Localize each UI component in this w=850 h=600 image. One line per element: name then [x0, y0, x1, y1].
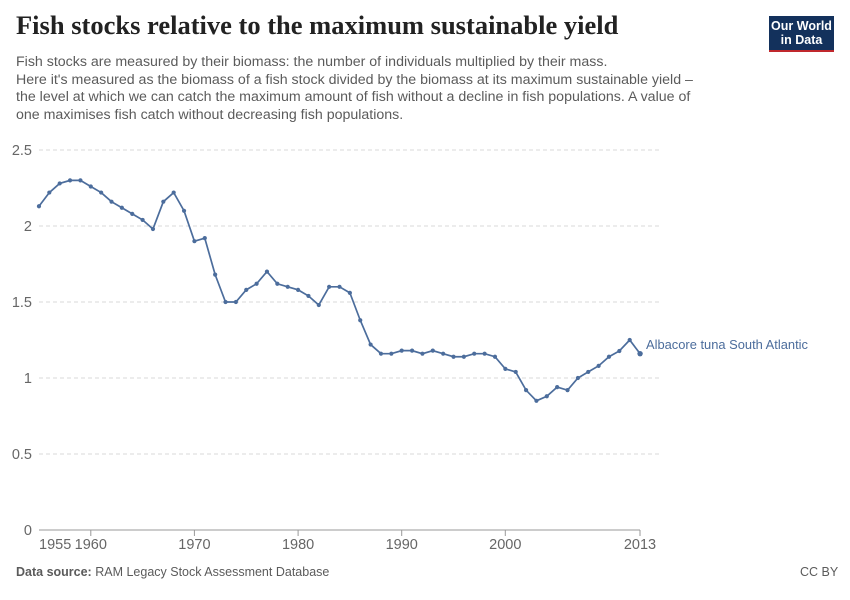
svg-text:1955: 1955 [39, 537, 71, 553]
svg-text:1960: 1960 [75, 537, 107, 553]
svg-text:2.5: 2.5 [12, 143, 32, 159]
svg-text:0: 0 [24, 523, 32, 539]
svg-text:1980: 1980 [282, 537, 314, 553]
svg-text:1.5: 1.5 [12, 295, 32, 311]
svg-text:2000: 2000 [489, 537, 521, 553]
svg-text:1: 1 [24, 371, 32, 387]
svg-text:2: 2 [24, 219, 32, 235]
svg-text:1990: 1990 [386, 537, 418, 553]
svg-text:2013: 2013 [624, 537, 656, 553]
svg-text:Albacore tuna South Atlantic: Albacore tuna South Atlantic [646, 337, 809, 352]
svg-text:1970: 1970 [178, 537, 210, 553]
svg-text:0.5: 0.5 [12, 447, 32, 463]
